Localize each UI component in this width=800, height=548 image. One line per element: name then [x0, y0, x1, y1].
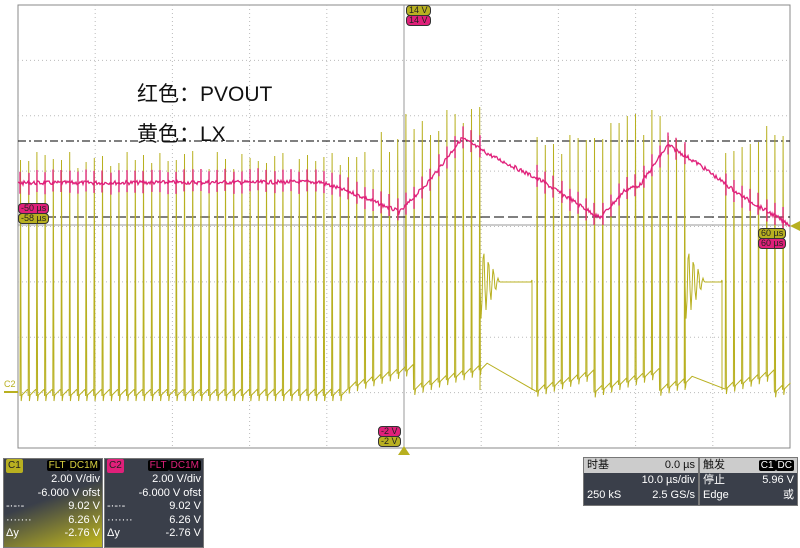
- trigger-panel[interactable]: 触发 C1 DC 停止 5.96 V Edge 或: [699, 457, 798, 506]
- cursor1-symbol: -·-·-: [107, 500, 126, 512]
- c2-cursor1-value: 9.02 V: [169, 500, 201, 512]
- c2-offset: -6.000 V ofst: [138, 486, 201, 499]
- trigger-slope: 或: [783, 489, 794, 501]
- c1-coupling: DC1M: [67, 460, 100, 472]
- c2-level-label: C2: [4, 379, 16, 389]
- annotation-lx: 黄色：LX: [137, 123, 226, 146]
- timebase-title: 时基: [587, 459, 609, 471]
- c1-delta-value: -2.76 V: [64, 527, 100, 539]
- cursor2-symbol: ·······: [6, 513, 32, 526]
- c2-label: C2: [107, 459, 124, 473]
- trigger-mode: 停止: [703, 474, 725, 486]
- graticule: [17, 4, 791, 449]
- timebase-panel[interactable]: 时基 0.0 µs 10.0 µs/div 250 kS 2.5 GS/s: [583, 457, 699, 506]
- c1-channel-panel[interactable]: C1 FLT DC1M 2.00 V/div -6.000 V ofst -·-·…: [3, 458, 103, 548]
- c2-scale: 2.00 V/div: [152, 473, 201, 485]
- c2-cursor2-value: 6.26 V: [169, 513, 201, 526]
- c1-scale: 2.00 V/div: [51, 473, 100, 485]
- c2-delta-value: -2.76 V: [165, 527, 201, 539]
- timebase-delay: 0.0 µs: [664, 459, 695, 471]
- timebase-samples: 250 kS: [587, 489, 622, 501]
- c1-offset: -6.000 V ofst: [37, 486, 100, 499]
- c1-cursor1-value: 9.02 V: [68, 500, 100, 512]
- c1-cursor2-value: 6.26 V: [68, 513, 100, 526]
- trigger-position-icon: [398, 446, 410, 455]
- timebase-scale: 10.0 µs/div: [641, 474, 695, 486]
- timebase-rate: 2.5 GS/s: [652, 489, 695, 501]
- c2-right-marker: 60 µs: [758, 238, 787, 249]
- c2-top-marker: 14 V: [406, 15, 431, 26]
- c1-waveform-lx: [19, 106, 791, 402]
- trigger-level-icon: [790, 221, 800, 231]
- c2-filter: FLT: [147, 460, 169, 472]
- waveform-display: [4, 4, 800, 455]
- delta-label: Δy: [107, 527, 120, 539]
- cursor1-symbol: -·-·-: [6, 500, 25, 512]
- c2-channel-panel[interactable]: C2 FLT DC1M 2.00 V/div -6.000 V ofst -·-·…: [104, 458, 204, 548]
- delta-label: Δy: [6, 527, 19, 539]
- c2-coupling: DC1M: [168, 460, 201, 472]
- trigger-title: 触发: [703, 459, 725, 471]
- c1-label: C1: [6, 459, 23, 473]
- c1-filter: FLT: [46, 460, 68, 472]
- c2-waveform-pvout: [17, 126, 791, 229]
- c1-bottom-marker: -2 V: [378, 436, 401, 447]
- c1-left-marker: -58 µs: [18, 213, 50, 224]
- trigger-coupling: DC: [775, 460, 794, 471]
- trigger-type: Edge: [703, 489, 729, 501]
- cursor2-symbol: ·······: [107, 513, 133, 526]
- annotation-pvout: 红色：PVOUT: [137, 83, 273, 106]
- trigger-level: 5.96 V: [762, 474, 794, 486]
- trigger-source: C1: [758, 460, 776, 471]
